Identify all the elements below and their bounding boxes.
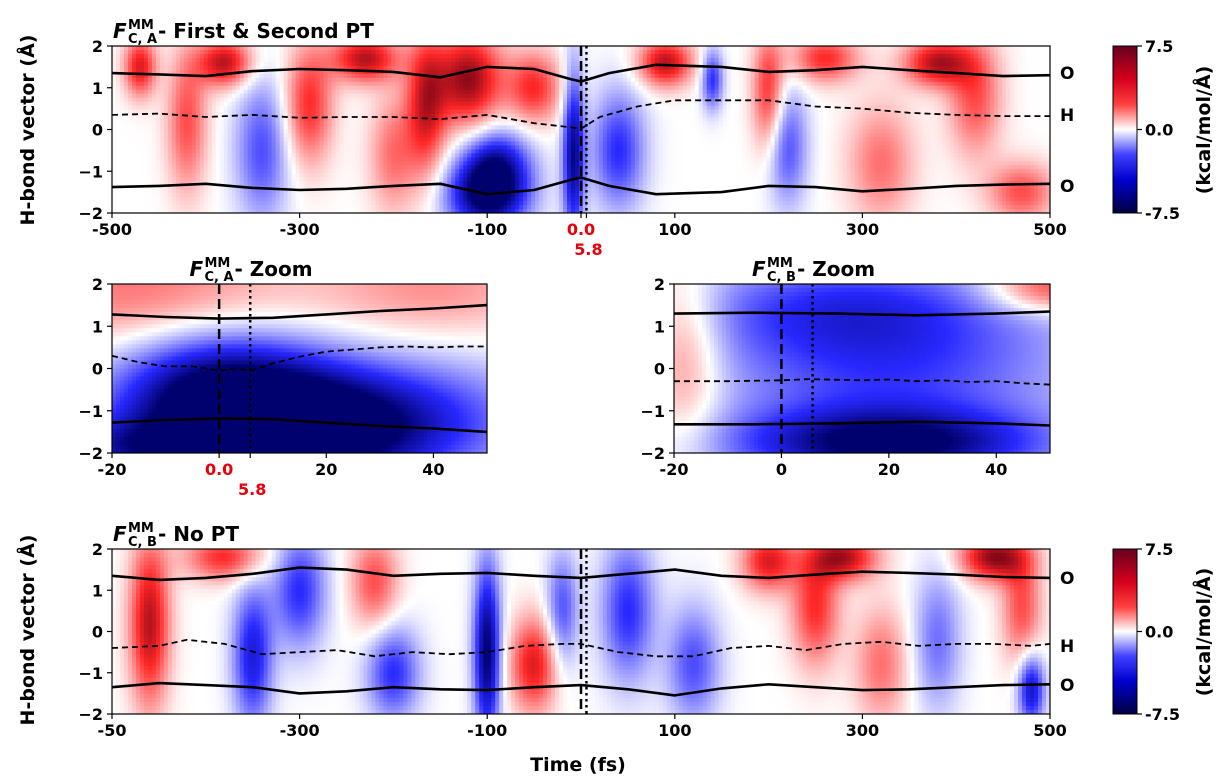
xtick-label-extra: 5.8	[238, 480, 266, 499]
colorbar-tick-label: -7.5	[1145, 204, 1180, 223]
ytick-label: 1	[92, 317, 103, 336]
ytick-label: 1	[92, 581, 103, 600]
colorbar-tick-label: 7.5	[1145, 540, 1173, 559]
xtick-label: 40	[985, 460, 1007, 479]
xtick-label: -300	[280, 721, 320, 740]
panel-title-zoomA: F MMC, A - Zoom	[190, 256, 313, 285]
colorbar-label-top: (kcal/mol/Å)	[1191, 66, 1215, 195]
xtick-label: 500	[1033, 721, 1066, 740]
xtick-label: 300	[846, 721, 879, 740]
xtick-label: 300	[846, 220, 879, 239]
trace-upper-O-zoomA	[112, 303, 487, 320]
ytick-label: −1	[640, 402, 665, 421]
ytick-label: 2	[92, 275, 103, 294]
panel-top: 2 1 0 −1 −2-500 -300 -100 0.0 100 300 500 5.8 F MMC, …	[78, 18, 1180, 259]
trace-lower-O-top	[112, 176, 1050, 196]
xtick-label: 500	[1033, 220, 1066, 239]
xtick-label: -500	[92, 220, 132, 239]
panel-title-zoomB: F MMC, B - Zoom	[752, 256, 875, 285]
trace-upper-O-bottom	[112, 566, 1050, 582]
colorbar-tick-label: -7.5	[1145, 705, 1180, 724]
atom-label: O	[1060, 569, 1074, 589]
heatmap-top	[112, 46, 1050, 213]
figure-ylabel-top: H-bond vector (Å)	[15, 35, 39, 226]
xtick-label-extra: 5.8	[574, 240, 602, 259]
panel-zoomB: 2 1 0 −1 −2-20 0 20 40 F MMC, B - Zoom	[640, 256, 1051, 479]
atom-label: H	[1060, 106, 1074, 126]
trace-upper-O-top	[112, 63, 1050, 83]
ytick-label: 0	[92, 121, 103, 140]
panel-title-top: F MMC, A - First & Second PT	[113, 18, 374, 47]
panel-title-bottom: F MMC, B - No PT	[113, 521, 239, 550]
ytick-label: 0	[92, 623, 103, 642]
heatmap-zoomB	[674, 284, 1050, 453]
xtick-label: 20	[315, 460, 337, 479]
ytick-label: −1	[78, 402, 103, 421]
atom-label: O	[1060, 64, 1074, 84]
trace-H-bottom	[112, 638, 1050, 658]
colorbar-bottom	[1112, 548, 1138, 715]
trace-lower-O-zoomB	[674, 420, 1050, 427]
ytick-label: −2	[78, 705, 103, 724]
ytick-label: 2	[92, 37, 103, 56]
xtick-label: 20	[878, 460, 900, 479]
ytick-label: 2	[92, 540, 103, 559]
xtick-label: 0	[776, 460, 787, 479]
trace-upper-O-zoomB	[674, 310, 1050, 317]
xtick-label: -20	[660, 460, 689, 479]
colorbar-label-bottom: (kcal/mol/Å)	[1191, 568, 1215, 697]
xtick-label: 40	[422, 460, 444, 479]
ytick-label: 0	[92, 360, 103, 379]
xtick-label: 100	[658, 220, 691, 239]
ytick-label: −2	[78, 204, 103, 223]
figure-ylabel-bottom: H-bond vector (Å)	[15, 535, 39, 726]
colorbar-tick-label: 0.0	[1145, 121, 1173, 140]
ytick-label: 2	[654, 275, 665, 294]
xtick-label: 100	[658, 721, 691, 740]
xtick-label: 0.0	[205, 460, 233, 479]
xtick-label: 0.0	[567, 220, 595, 239]
trace-H-top	[112, 99, 1050, 130]
atom-label: O	[1060, 177, 1074, 197]
xtick-label: -100	[467, 220, 507, 239]
ytick-label: 1	[92, 79, 103, 98]
ytick-label: 1	[654, 317, 665, 336]
ytick-label: −2	[640, 444, 665, 463]
trace-H-zoomA	[112, 345, 487, 372]
panel-zoomA: 2 1 0 −1 −2-20 0.0 20 40 5.8 F MMC, A - Zoom	[78, 256, 488, 499]
ytick-label: −1	[78, 162, 103, 181]
atom-label: O	[1060, 676, 1074, 696]
colorbar-tick-label: 0.0	[1145, 623, 1173, 642]
trace-lower-O-zoomA	[112, 417, 487, 434]
figure-xlabel: Time (fs)	[530, 754, 626, 776]
ytick-label: 0	[654, 360, 665, 379]
colorbar-tick-label: 7.5	[1145, 37, 1173, 56]
xtick-label: -300	[280, 220, 320, 239]
xtick-label: -50	[98, 721, 127, 740]
ytick-label: −1	[78, 664, 103, 683]
colorbar-top	[1112, 45, 1138, 214]
xtick-label: -20	[98, 460, 127, 479]
ytick-label: −2	[78, 444, 103, 463]
xtick-label: -100	[467, 721, 507, 740]
atom-label: H	[1060, 637, 1074, 657]
panel-bottom: 2 1 0 −1 −2-50 -300 -100 100 300 500 F MMC, B - No …	[78, 521, 1180, 740]
heatmap-zoomA	[112, 284, 487, 453]
trace-lower-O-bottom	[112, 681, 1050, 697]
